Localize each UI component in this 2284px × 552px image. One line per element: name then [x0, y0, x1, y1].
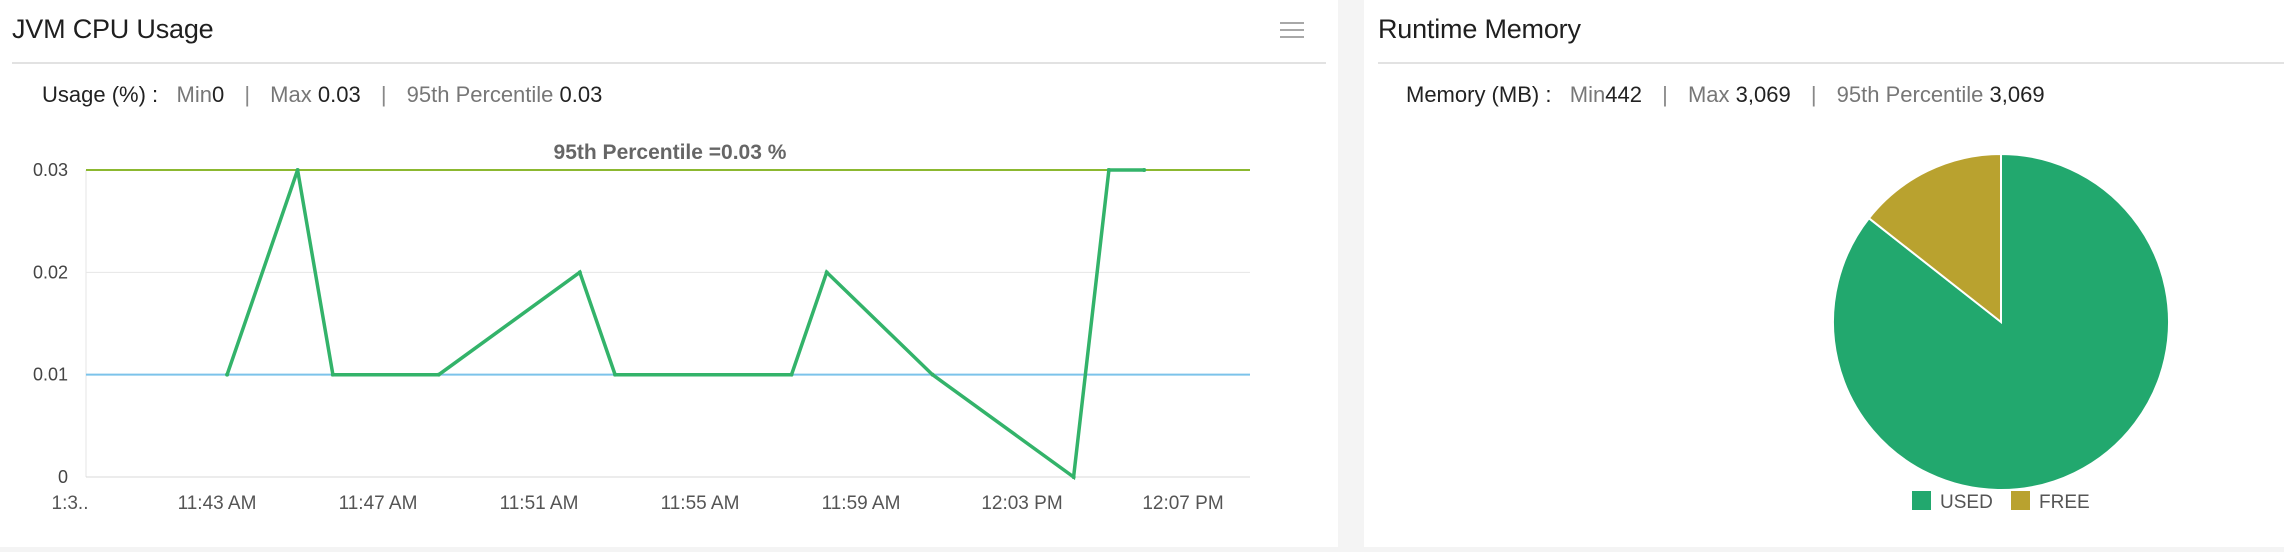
y-tick-label: 0.01 [33, 365, 68, 385]
x-tick-label: 12:07 PM [1142, 493, 1223, 514]
x-tick-label: 11:55 AM [661, 493, 740, 514]
legend-label-used: USED [1940, 492, 1993, 513]
x-tick-label: 12:03 PM [981, 493, 1062, 514]
stats-separator: | [244, 82, 251, 107]
data-point [330, 372, 335, 377]
y-tick-label: 0.02 [33, 262, 68, 282]
data-point [824, 270, 829, 275]
memory-panel-divider [1378, 62, 2284, 64]
memory-stats-summary: Memory (MB) : Min442 | Max 3,069 | 95th … [1406, 82, 2045, 108]
memory-stats-label: Memory (MB) : [1406, 82, 1552, 107]
cpu-max-value: 0.03 [317, 82, 361, 107]
stats-separator: | [1810, 82, 1817, 107]
memory-panel-title: Runtime Memory [1378, 14, 1581, 44]
x-tick-label: 11:47 AM [339, 493, 418, 514]
data-point [1142, 168, 1147, 172]
cpu-max-label: Max [270, 82, 312, 107]
memory-max-value: 3,069 [1735, 82, 1791, 107]
x-tick-label: 1:3.. [52, 493, 89, 514]
data-point [789, 372, 794, 377]
cpu-min-value: 0 [211, 82, 225, 107]
x-tick-label: 11:59 AM [822, 493, 901, 514]
cpu-p95-value: 0.03 [559, 82, 603, 107]
data-point [295, 168, 300, 172]
y-tick-label: 0.03 [33, 160, 68, 180]
data-point [225, 372, 230, 377]
cpu-panel-title: JVM CPU Usage [12, 14, 214, 44]
cpu-usage-panel: JVM CPU Usage Usage (%) : Min0 | Max 0.0… [0, 0, 1338, 547]
percentile-annotation: 95th Percentile =0.03 % [554, 141, 787, 164]
memory-min-label: Min [1569, 82, 1606, 107]
legend-label-free: FREE [2039, 492, 2090, 513]
y-tick-label: 0 [58, 467, 68, 487]
legend-swatch-free [2011, 491, 2030, 510]
memory-max-label: Max [1687, 82, 1730, 107]
cpu-panel-divider [12, 62, 1326, 64]
runtime-memory-panel: Runtime Memory Memory (MB) : Min442 | Ma… [1364, 0, 2284, 547]
data-point [613, 372, 618, 377]
memory-min-value: 442 [1605, 82, 1642, 107]
memory-p95-label: 95th Percentile [1836, 82, 1984, 107]
data-point [930, 372, 935, 377]
memory-p95-value: 3,069 [1989, 82, 2045, 107]
legend-swatch-used [1912, 491, 1931, 510]
x-tick-label: 11:43 AM [178, 493, 257, 514]
cpu-usage-line-chart[interactable]: 0 0.01 0.02 0.03 95th Percentile =0.03 % 1:3.… [0, 130, 1338, 530]
cpu-p95-label: 95th Percentile [406, 82, 554, 107]
data-point [1106, 168, 1111, 172]
cpu-min-label: Min [176, 82, 212, 107]
cpu-usage-series-line [225, 168, 1145, 481]
menu-icon[interactable] [1280, 22, 1304, 40]
memory-pie-chart[interactable]: USED FREE [1364, 130, 2284, 530]
cpu-stats-label: Usage (%) : [42, 82, 159, 107]
x-tick-label: 11:51 AM [500, 493, 579, 514]
pie-slice-free [1867, 152, 2002, 325]
data-point [436, 372, 441, 377]
stats-separator: | [1662, 82, 1668, 107]
data-point [1071, 475, 1076, 479]
data-point [577, 270, 582, 275]
stats-separator: | [380, 82, 387, 107]
cpu-stats-summary: Usage (%) : Min0 | Max 0.03 | 95th Perce… [42, 82, 602, 108]
